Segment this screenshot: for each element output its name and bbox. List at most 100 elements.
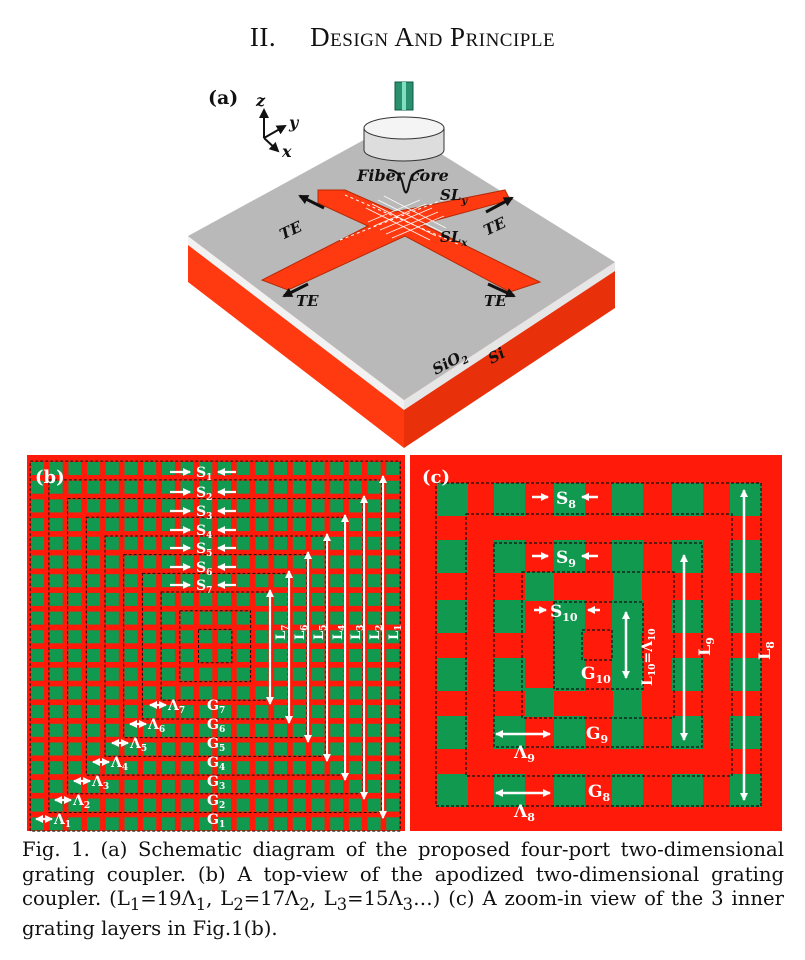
grating-square [311, 723, 325, 737]
zoom-grating-square [672, 483, 703, 516]
grating-square [274, 723, 288, 737]
grating-square [292, 518, 306, 532]
grating-square [68, 761, 82, 775]
g-label: G3 [207, 774, 225, 792]
zoom-grating-square [437, 483, 468, 516]
grating-square [330, 742, 344, 756]
grating-square [87, 742, 101, 756]
grating-square [311, 649, 325, 662]
grating-square [311, 592, 325, 606]
grating-square [161, 667, 175, 681]
grating-square [255, 686, 269, 700]
section-number: II. [249, 22, 277, 52]
grating-square [367, 742, 381, 756]
grating-square [255, 817, 269, 831]
grating-square [180, 705, 194, 719]
grating-square [161, 686, 175, 700]
zoom-grating-square [612, 716, 643, 749]
grating-square [330, 723, 344, 737]
zoom-grating-square [494, 658, 525, 691]
grating-square [31, 462, 44, 475]
grating-square [143, 649, 157, 662]
grating-square [161, 518, 175, 532]
grating-square [124, 686, 138, 700]
grating-square [199, 518, 213, 532]
zoom-grating-square [437, 716, 468, 749]
grating-square [161, 798, 175, 812]
zoom-arrows [495, 489, 748, 801]
zoom-grating-square [494, 540, 525, 573]
grating-square [31, 611, 44, 625]
grating-square [386, 686, 400, 700]
zoom-grating-square [554, 630, 583, 659]
grating-square [274, 555, 288, 569]
grating-square [49, 480, 63, 494]
grating-square [236, 555, 250, 569]
grating-square [330, 761, 344, 775]
grating-square [348, 499, 362, 513]
grating-square [330, 611, 344, 625]
grating-square [386, 574, 400, 588]
grating-square [31, 723, 44, 737]
grating-square [311, 536, 325, 550]
zoom-grating-square [613, 688, 642, 717]
grating-square [330, 649, 344, 662]
grating-square [49, 649, 63, 662]
grating-square [180, 742, 194, 756]
grating-square [218, 686, 231, 700]
grating-square [68, 555, 82, 569]
grating-square [255, 480, 269, 494]
grating-square [105, 779, 119, 793]
lambda-label: Λ2 [72, 793, 90, 811]
grating-square [143, 761, 157, 775]
grating-square [105, 574, 119, 588]
panel-c-label: (c) [422, 467, 450, 488]
grating-square [161, 536, 175, 550]
zoom-grating-square [613, 572, 642, 601]
zoom-grating-square [672, 600, 703, 633]
grating-square [199, 592, 213, 606]
sly-label: SLy [440, 186, 468, 207]
grating-square [68, 462, 82, 475]
grating-square [236, 480, 250, 494]
grating-square [330, 798, 344, 812]
grating-square [180, 817, 194, 831]
grating-square [236, 611, 250, 625]
grating-square [49, 742, 63, 756]
grating-square [367, 462, 381, 475]
grating-square [199, 761, 213, 775]
grating-square [274, 518, 288, 532]
grating-square [87, 499, 101, 513]
axes-glyph [259, 108, 287, 153]
grating-square [218, 742, 231, 756]
grating-square [274, 480, 288, 494]
grating-square [143, 779, 157, 793]
grating-square [255, 705, 269, 719]
grating-square [143, 592, 157, 606]
grating-square [124, 761, 138, 775]
panel-c: (c) S8 S9 S10 G10 G9 G8 L8 L9 L10=Λ10 Λ9… [410, 455, 782, 831]
grating-square [292, 536, 306, 550]
grating-square [255, 667, 269, 681]
si-layer-left [188, 236, 404, 448]
grating-square [311, 462, 325, 475]
grating-square [236, 742, 250, 756]
grating-square [143, 742, 157, 756]
grating-square [31, 480, 44, 494]
grating-square [330, 667, 344, 681]
grating-square [105, 555, 119, 569]
grating-square [386, 592, 400, 606]
grating-layer-frame [179, 610, 252, 683]
grating-square [87, 611, 101, 625]
lambda8-label: Λ8 [513, 802, 535, 824]
panel-b: (b) S1 S2 S3 S4 S5 S6 S7 G7 G6 G5 G4 G3 … [27, 455, 405, 832]
grating-square [161, 630, 175, 644]
grating-square [386, 630, 400, 644]
zoom-grating-square [554, 774, 585, 807]
grating-square [31, 705, 44, 719]
grating-square [311, 499, 325, 513]
panel-a-label: (a) [208, 87, 238, 109]
grating-square [87, 630, 101, 644]
grating-square [311, 817, 325, 831]
grating-square [49, 499, 63, 513]
